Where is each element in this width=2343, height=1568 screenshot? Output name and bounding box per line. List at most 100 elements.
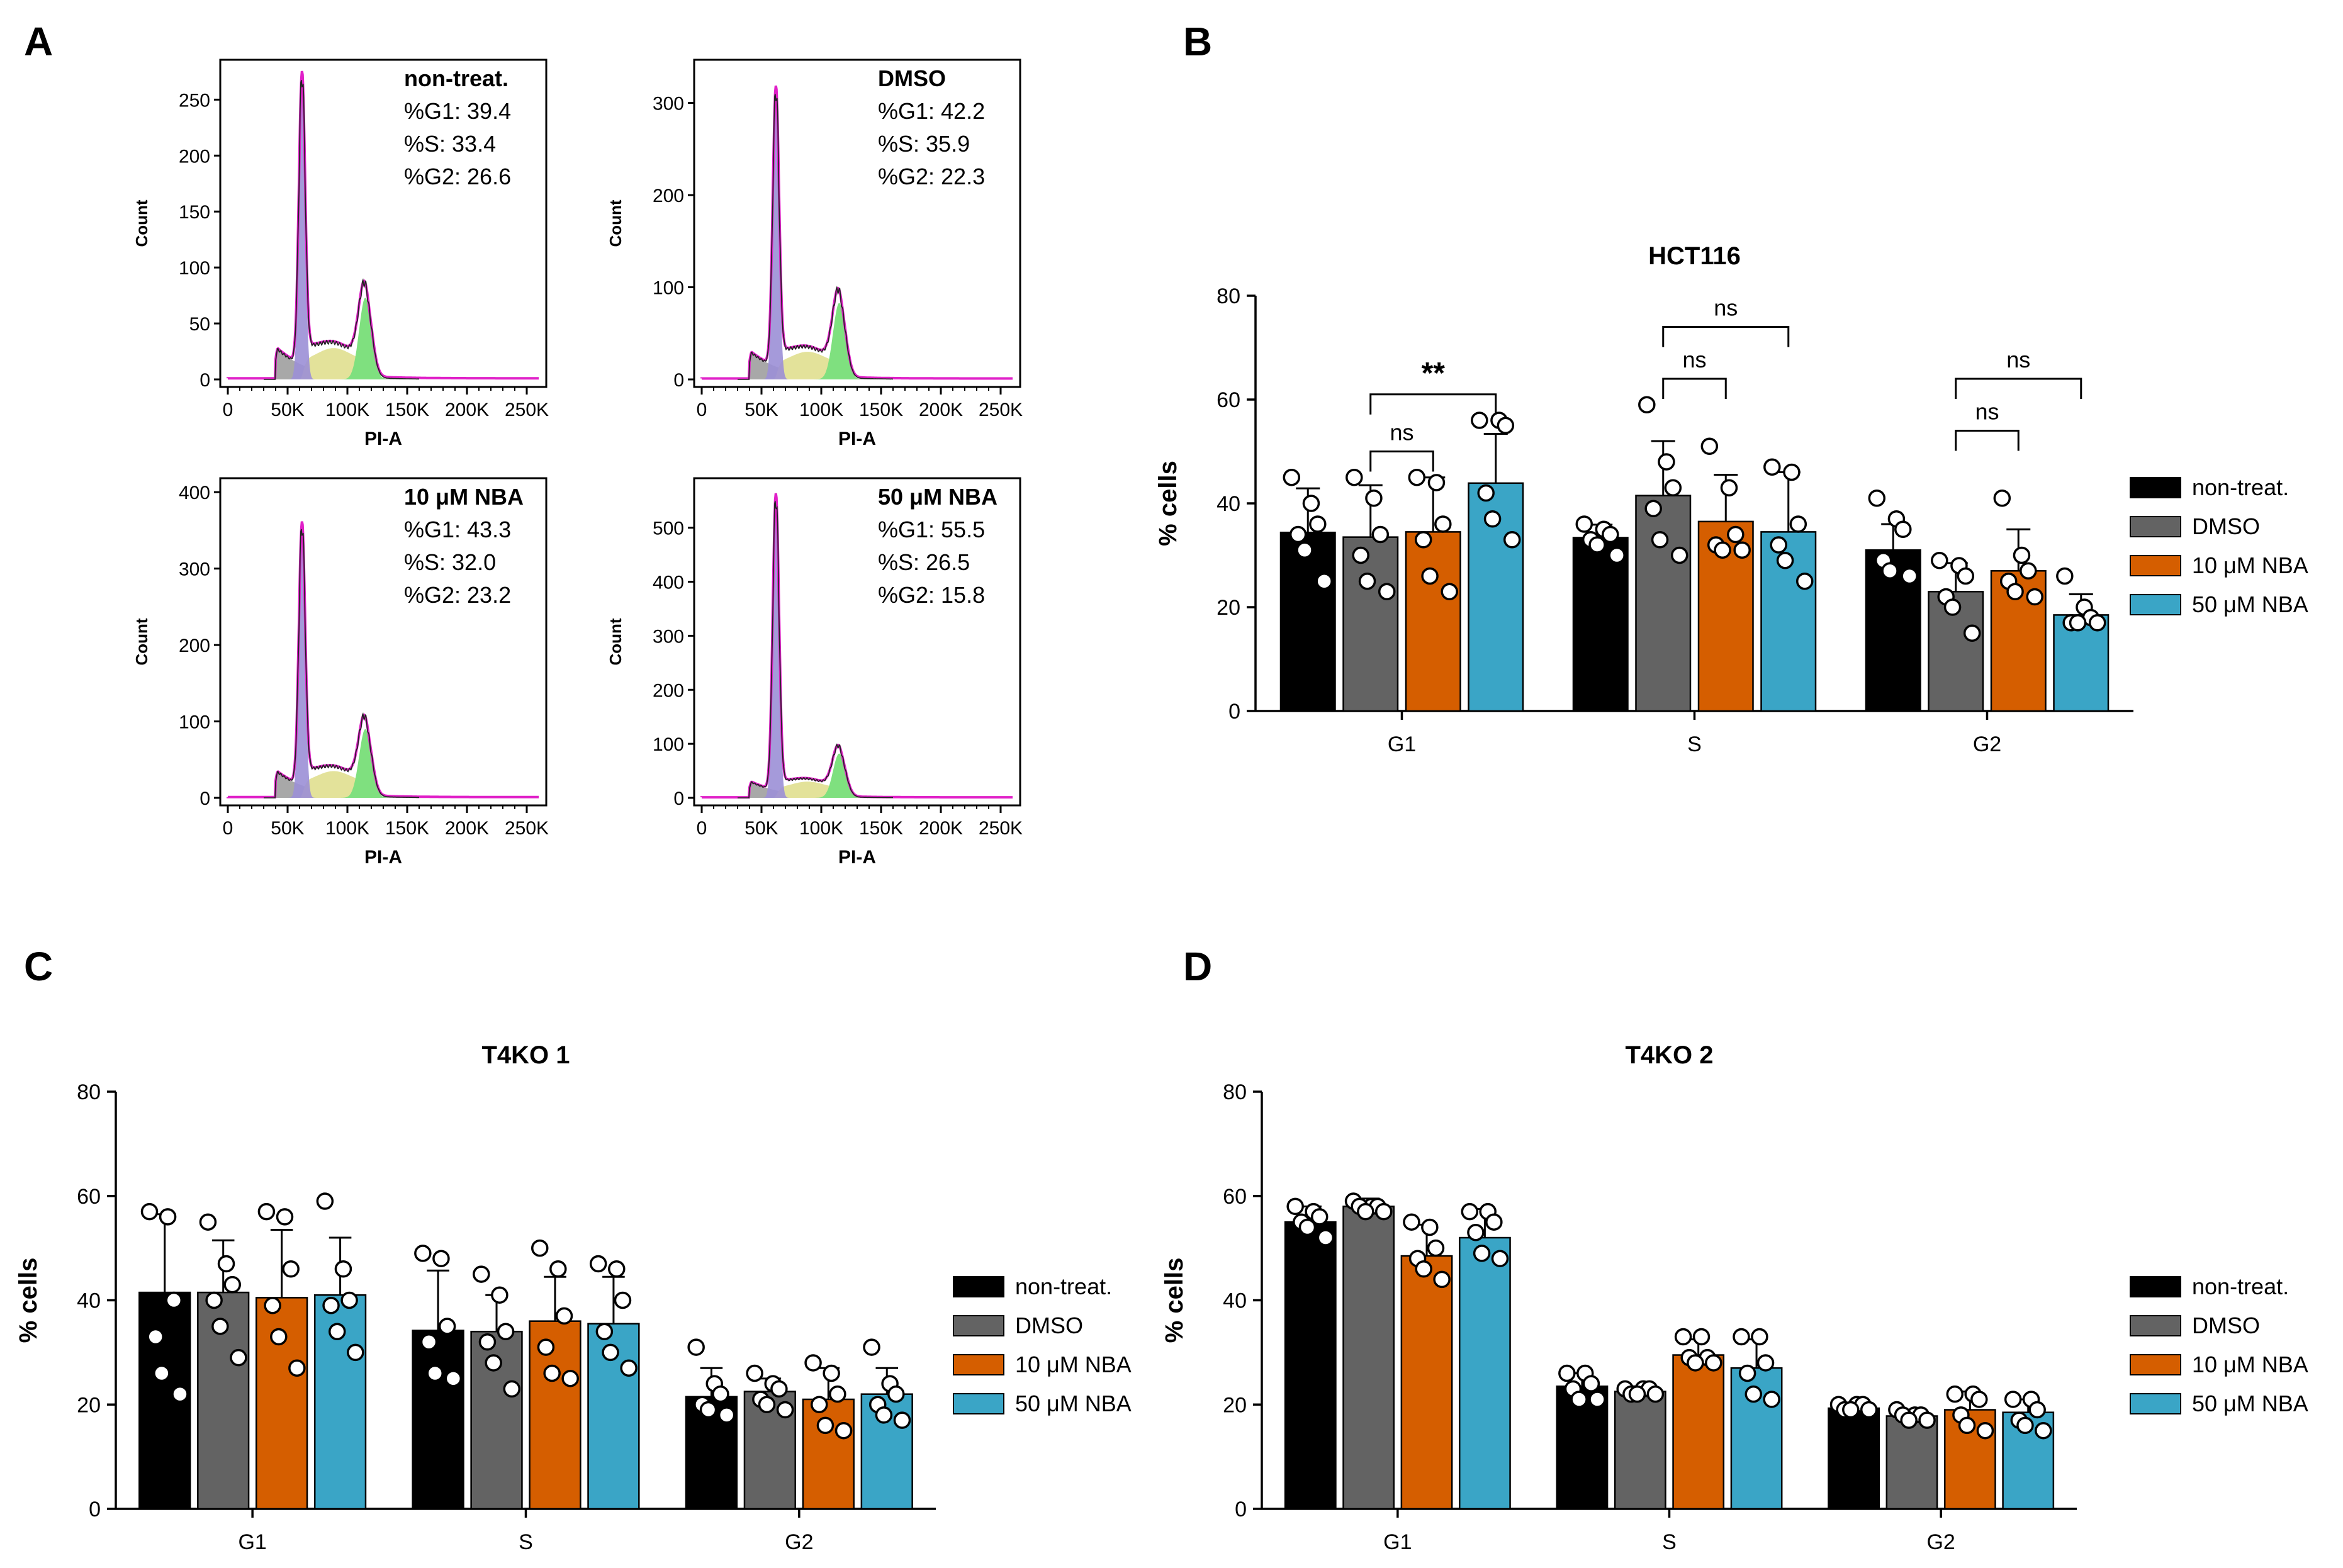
bar-data-point <box>205 1291 223 1309</box>
bar-category-label: S <box>1662 1530 1677 1554</box>
legend-label: non-treat. <box>1015 1274 1112 1299</box>
bar-data-point <box>687 1338 705 1356</box>
bar-data-point <box>1776 552 1794 569</box>
bar-data-point <box>602 1343 619 1362</box>
histogram-fit-line <box>700 85 1013 380</box>
legend-swatch <box>2130 594 2181 615</box>
legend-swatch <box>2130 1354 2181 1375</box>
significance-label: ns <box>1975 399 1999 425</box>
bar-data-point <box>1714 541 1731 559</box>
significance-label: ns <box>1714 295 1738 321</box>
histogram-stat: %G2: 23.2 <box>404 582 511 608</box>
legend-swatch <box>2130 1393 2181 1414</box>
histogram-x-tick-label: 200K <box>445 818 489 839</box>
histogram-y-tick-label: 200 <box>653 680 684 701</box>
bar-data-point <box>1705 1354 1722 1372</box>
bar-data-point <box>1483 510 1502 528</box>
bar-data-point <box>804 1354 822 1372</box>
histogram-stat: %G1: 42.2 <box>878 98 985 124</box>
histogram-x-tick-label: 100K <box>799 400 843 420</box>
bar-data-point <box>1570 1391 1588 1408</box>
bar-data-point <box>1842 1401 1860 1419</box>
histogram-stat: %G1: 39.4 <box>404 98 511 124</box>
bar-data-point <box>1783 463 1801 481</box>
bar-data-point <box>816 1416 834 1435</box>
panel-letter-b: B <box>1183 19 1212 64</box>
histogram-x-tick-label: 250K <box>505 818 549 839</box>
histogram-x-tick-label: 100K <box>325 818 369 839</box>
bar-chart-c: 0 20 40 60 80 T4KO 1 % cells G1 S G2 non-treat. DMS… <box>14 1041 1132 1554</box>
bar-data-point <box>1646 1385 1665 1403</box>
histogram-g1-area <box>738 103 893 379</box>
bar-data-point <box>1763 1391 1780 1408</box>
histogram-sample-label: DMSO <box>878 65 946 91</box>
bar-data-point <box>1963 624 1981 642</box>
bar-data-point <box>1727 525 1745 544</box>
bar-data-point <box>340 1291 358 1309</box>
bar-data-point <box>1473 1245 1491 1262</box>
bar-data-point <box>270 1328 288 1346</box>
histogram-sample-label: non-treat. <box>404 65 508 91</box>
bar <box>1635 495 1692 712</box>
bar-data-point <box>1943 598 1962 616</box>
bar-data-point <box>1976 1421 1994 1440</box>
bar-data-point <box>1497 417 1515 434</box>
bar-category-label: G1 <box>238 1530 266 1554</box>
bar-data-point <box>1302 495 1320 512</box>
bar-y-tick-label: 40 <box>77 1289 101 1313</box>
bar-data-point <box>531 1239 549 1257</box>
histogram-x-tick-label: 250K <box>979 818 1023 839</box>
bar-y-tick-label: 20 <box>77 1393 101 1417</box>
bar-data-point <box>1733 1328 1750 1346</box>
bar-data-point <box>829 1385 846 1403</box>
bar-chart-title: HCT116 <box>1648 242 1741 270</box>
bar-data-point <box>1651 531 1669 549</box>
histogram-y-tick-label: 100 <box>179 712 210 733</box>
histogram-x-tick-label: 150K <box>859 400 903 420</box>
bar-data-point <box>549 1260 567 1278</box>
histogram-y-tick-label: 400 <box>653 573 684 593</box>
bar <box>1400 1255 1453 1510</box>
histogram-stat: %S: 32.0 <box>404 549 496 575</box>
significance-bracket <box>1369 393 1497 415</box>
histogram-stat: %G1: 43.3 <box>404 517 511 542</box>
bar-data-point <box>1751 1328 1768 1346</box>
bar-data-point <box>746 1364 763 1382</box>
bar-data-point <box>473 1265 490 1283</box>
histogram-g1-area <box>738 503 893 798</box>
histogram-stat: %S: 35.9 <box>878 131 970 157</box>
bar-data-point <box>1931 552 1948 569</box>
bar-data-point <box>1638 396 1656 413</box>
bar-y-label: % cells <box>1160 1258 1188 1343</box>
bar-data-point <box>1503 531 1521 549</box>
bar <box>1342 1206 1395 1510</box>
bar-data-point <box>1371 525 1390 544</box>
bar-data-point <box>712 1385 729 1403</box>
bar-data-point <box>2088 614 2106 632</box>
histogram-x-tick-label: 250K <box>979 400 1023 420</box>
bar-data-point <box>1658 453 1675 471</box>
histogram-y-tick-label: 400 <box>179 483 210 503</box>
bar-data-point <box>1770 536 1787 554</box>
bar <box>529 1320 582 1510</box>
bar-data-point <box>1485 1213 1503 1231</box>
bar-data-point <box>561 1370 579 1387</box>
bar-y-tick-label: 60 <box>1223 1185 1247 1209</box>
histogram-x-tick-label: 50K <box>744 818 778 839</box>
bar-data-point <box>322 1297 340 1314</box>
bar-data-point <box>2016 1416 2034 1435</box>
bar-data-point <box>834 1421 853 1440</box>
histogram-stat: %G2: 22.3 <box>878 164 985 189</box>
bar-data-point <box>863 1338 880 1356</box>
bar-data-point <box>2056 567 2074 585</box>
legend-label: 50 μM NBA <box>2192 1391 2308 1416</box>
histogram-1: 0 50 100 150 200 250 0 50K 100K 150K 200K 250K PI-A C… <box>132 59 549 449</box>
bar-chart-title: T4KO 2 <box>1625 1041 1713 1069</box>
histogram-x-label: PI-A <box>364 428 402 449</box>
bar-data-point <box>2020 562 2037 580</box>
legend-label: 50 μM NBA <box>1015 1391 1132 1416</box>
bar-data-point <box>432 1250 450 1267</box>
bar-data-point <box>1358 573 1376 590</box>
histogram-x-tick-label: 0 <box>223 400 233 420</box>
